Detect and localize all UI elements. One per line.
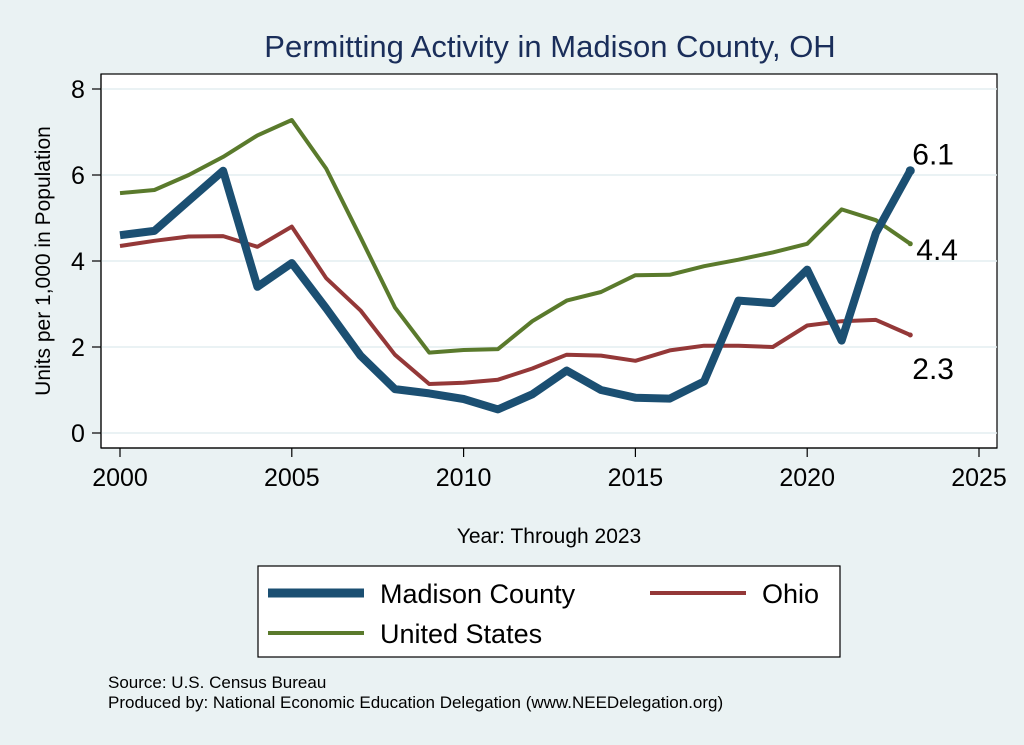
x-tick-label: 2010 [436,464,492,492]
x-tick-label: 2025 [951,464,1007,492]
y-tick-label: 0 [71,420,85,448]
series-lines [119,118,915,414]
end-point-united-states [907,241,913,247]
y-tick-label: 6 [71,162,85,190]
x-axis: 2000 2005 2010 2015 2020 2025 [92,447,1007,492]
series-line-ohio [119,224,912,386]
x-tick-label: 2020 [779,464,835,492]
end-point-madison-county [905,166,915,176]
y-axis: 0 2 4 6 8 [71,74,102,448]
source-note: Source: U.S. Census Bureau [108,673,326,692]
y-axis-label: Units per 1,000 in Population [32,126,55,396]
x-axis-label: Year: Through 2023 [457,525,642,548]
y-tick-label: 4 [71,248,85,276]
producer-note: Produced by: National Economic Education… [108,693,723,712]
legend: Madison County Ohio United States [257,565,841,658]
end-label-ohio: 2.3 [912,353,954,386]
legend-label-united-states: United States [380,619,542,649]
x-tick-label: 2000 [92,464,148,492]
end-label-madison-county: 6.1 [912,139,954,172]
x-tick-label: 2015 [608,464,664,492]
y-tick-label: 2 [71,334,85,362]
end-point-ohio [907,332,913,338]
legend-label-ohio: Ohio [762,579,819,609]
end-labels: 6.1 2.3 4.4 [912,139,958,386]
series-line-united-states [119,118,912,355]
legend-box [257,565,841,658]
x-tick-label: 2005 [264,464,320,492]
chart-title: Permitting Activity in Madison County, O… [264,29,835,64]
series-line-madison-county [119,166,914,414]
y-tick-label: 8 [71,76,85,104]
end-label-united-states: 4.4 [916,234,958,267]
legend-label-madison-county: Madison County [380,579,576,609]
